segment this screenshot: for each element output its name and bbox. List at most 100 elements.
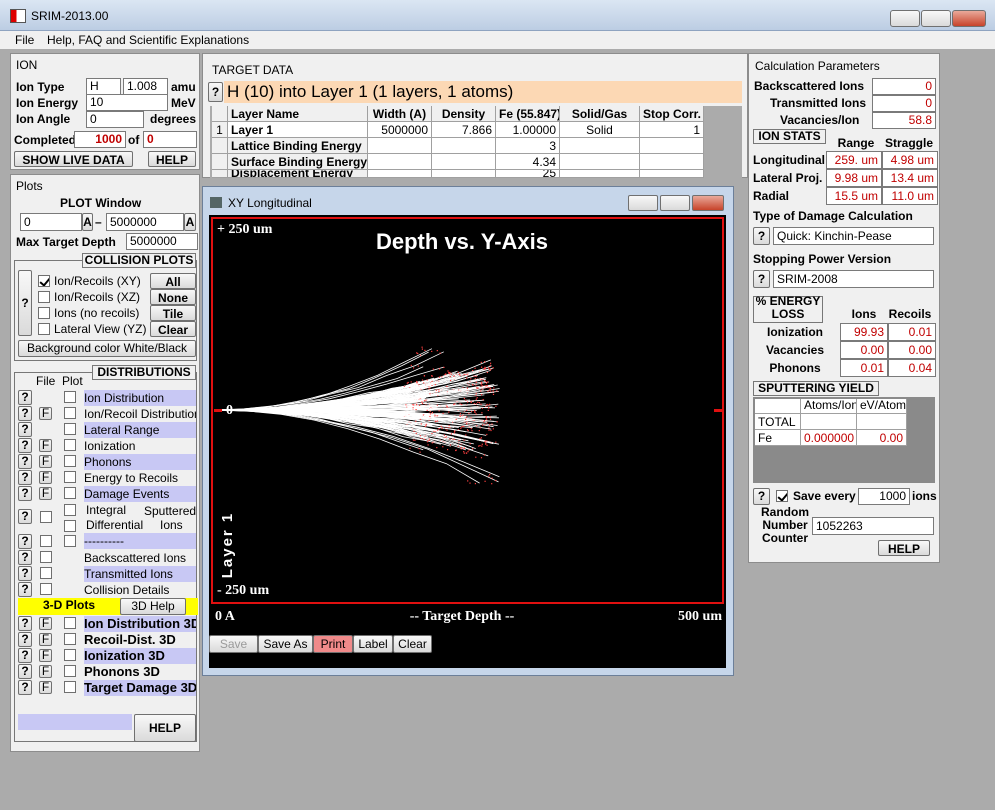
menu-item[interactable]: File [15,33,35,47]
checkbox[interactable] [64,681,76,693]
value-field[interactable]: 0.01 [840,359,888,377]
checkbox[interactable] [64,535,76,547]
maximize-button[interactable] [660,195,690,211]
file-button[interactable]: F [39,439,52,452]
input[interactable]: 0 [86,111,144,128]
value-field[interactable]: 0.04 [888,359,936,377]
input[interactable]: Quick: Kinchin-Pease [773,227,934,245]
maximize-button[interactable] [921,10,951,27]
input[interactable]: 5000000 [106,213,184,231]
button[interactable]: HELP [148,151,196,167]
value-field[interactable]: 99.93 [840,323,888,341]
minimize-button[interactable] [890,10,920,27]
checkbox[interactable] [64,487,76,499]
file-button[interactable]: F [39,649,52,662]
help-button[interactable]: ? [18,566,32,581]
checkbox[interactable] [776,490,788,502]
checkbox[interactable] [64,391,76,403]
file-button[interactable]: F [39,633,52,646]
close-button[interactable] [692,195,724,211]
help-button[interactable]: ? [18,270,32,336]
input[interactable]: 1.008 [123,78,168,95]
help-button[interactable]: ? [208,82,223,102]
button[interactable]: All [150,273,196,289]
checkbox[interactable] [64,423,76,435]
checkbox[interactable] [38,307,50,319]
value-field[interactable]: 11.0 um [882,187,938,205]
value-field[interactable]: 0 [872,78,936,95]
checkbox[interactable] [40,551,52,563]
checkbox[interactable] [40,567,52,579]
value-field[interactable]: 0.01 [888,323,936,341]
help-button[interactable]: ? [753,488,770,505]
checkbox[interactable] [64,504,76,516]
help-button[interactable]: ? [18,438,32,453]
checkbox[interactable] [40,535,52,547]
help-button[interactable]: ? [18,390,32,405]
value-field[interactable]: 259. um [826,151,882,169]
minimize-button[interactable] [628,195,658,211]
help-button[interactable]: ? [18,582,32,597]
close-button[interactable] [952,10,986,27]
file-button[interactable]: F [39,471,52,484]
value-field[interactable]: 15.5 um [826,187,882,205]
button[interactable]: None [150,289,196,305]
button[interactable]: Clear [393,635,432,653]
file-button[interactable]: F [39,665,52,678]
help-button[interactable]: ? [18,422,32,437]
file-button[interactable]: F [39,407,52,420]
checkbox[interactable] [64,439,76,451]
checkbox[interactable] [38,323,50,335]
button[interactable]: Clear [150,321,196,337]
button[interactable]: HELP [134,714,196,742]
checkbox[interactable] [64,455,76,467]
value-field[interactable]: 4.98 um [882,151,938,169]
value-field[interactable]: 0.00 [888,341,936,359]
help-button[interactable]: ? [18,550,32,565]
checkbox[interactable] [40,583,52,595]
button[interactable]: Label [353,635,393,653]
button[interactable]: Save [209,635,258,653]
help-button[interactable]: ? [18,406,32,421]
checkbox[interactable] [64,665,76,677]
help-button[interactable]: ? [18,664,32,679]
unit-button[interactable]: A [184,213,196,231]
button[interactable]: Tile [150,305,196,321]
help-button[interactable]: ? [18,534,32,549]
value-field[interactable]: 0.00 [840,341,888,359]
input[interactable]: 1000 [858,488,910,505]
help-button[interactable]: ? [18,632,32,647]
input[interactable]: 1052263 [812,517,934,535]
checkbox[interactable] [64,471,76,483]
button[interactable]: HELP [878,540,930,556]
button[interactable]: Print [313,635,353,653]
input[interactable]: H [86,78,121,95]
button[interactable]: Background color White/Black [18,340,196,357]
input[interactable]: 5000000 [126,233,198,250]
input[interactable]: SRIM-2008 [773,270,934,288]
help-button[interactable]: ? [753,270,770,288]
help-button[interactable]: ? [18,470,32,485]
input[interactable]: 0 [20,213,82,231]
checkbox[interactable] [64,407,76,419]
help-button[interactable]: ? [18,486,32,501]
value-field[interactable]: 58.8 [872,112,936,129]
help-button[interactable]: ? [18,454,32,469]
checkbox[interactable] [64,633,76,645]
checkbox[interactable] [64,649,76,661]
checkbox[interactable] [64,520,76,532]
help-button[interactable]: ? [18,509,32,524]
unit-button[interactable]: A [82,213,93,231]
checkbox[interactable] [38,291,50,303]
help-button[interactable]: ? [18,648,32,663]
help-button[interactable]: ? [753,227,770,245]
file-button[interactable]: F [39,617,52,630]
value-field[interactable]: 9.98 um [826,169,882,187]
menu-item[interactable]: Help, FAQ and Scientific Explanations [47,33,250,47]
file-button[interactable]: F [39,681,52,694]
checkbox[interactable] [40,511,52,523]
help-button[interactable]: ? [18,680,32,695]
counter[interactable]: 1000 [74,131,126,148]
button[interactable]: SHOW LIVE DATA [14,151,133,167]
button[interactable]: 3D Help [120,598,186,615]
